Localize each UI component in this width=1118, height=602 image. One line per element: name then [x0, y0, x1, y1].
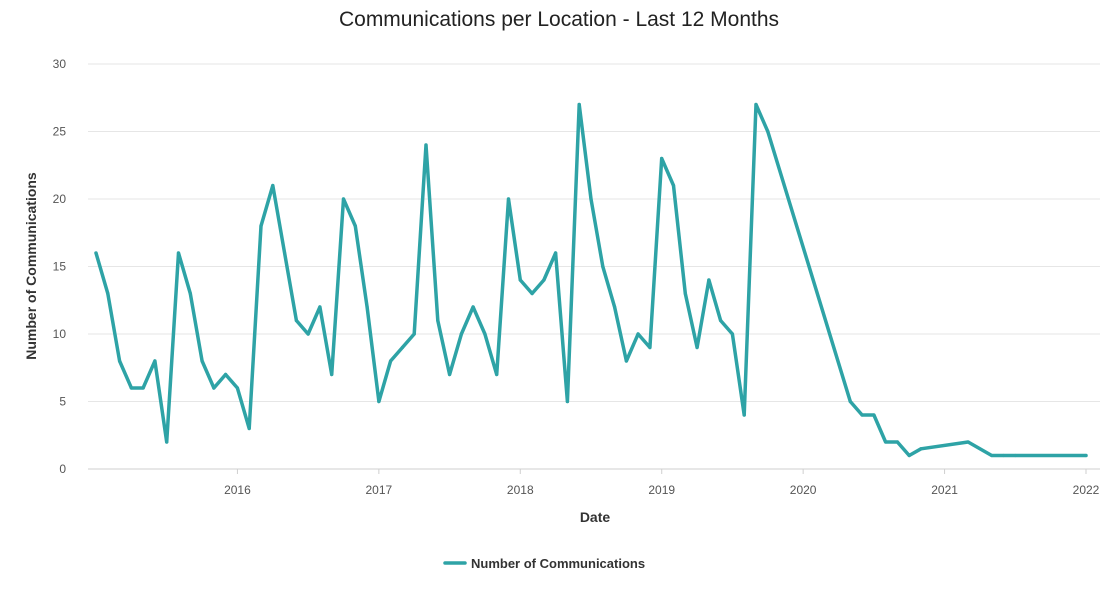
data-point [907, 453, 911, 458]
data-point [884, 440, 888, 444]
data-point [990, 453, 994, 458]
y-tick-label: 30 [53, 57, 67, 71]
y-tick-label: 15 [53, 260, 67, 274]
y-tick-label: 20 [53, 192, 67, 206]
x-tick-label: 2019 [648, 483, 675, 497]
data-point [412, 332, 416, 336]
data-point [589, 197, 593, 201]
data-point [389, 359, 393, 363]
series-line [94, 102, 1088, 458]
data-point [471, 305, 475, 309]
data-point [1001, 453, 1006, 458]
data-point [919, 447, 923, 451]
x-tick-label: 2022 [1073, 483, 1100, 497]
data-point [612, 305, 617, 309]
data-point [365, 305, 369, 309]
x-tick-label: 2017 [366, 483, 393, 497]
data-point [554, 251, 558, 255]
data-point [459, 332, 463, 336]
data-point [636, 332, 640, 336]
data-point [353, 224, 357, 228]
data-point [966, 440, 970, 444]
data-point [483, 332, 487, 336]
data-point [341, 197, 346, 201]
x-tick-label: 2016 [224, 483, 251, 497]
data-point [235, 386, 240, 390]
data-point [895, 440, 900, 444]
data-point [141, 386, 145, 390]
y-tick-label: 5 [59, 395, 66, 409]
data-point [271, 183, 275, 188]
data-point [165, 440, 169, 444]
data-point [377, 399, 381, 404]
data-point [648, 345, 652, 350]
data-point [129, 386, 133, 390]
data-point [695, 345, 699, 350]
data-point [176, 251, 181, 255]
data-point [1013, 453, 1017, 458]
data-point [719, 318, 723, 323]
data-point [530, 291, 534, 296]
data-point [660, 156, 664, 161]
data-point [506, 197, 511, 201]
data-point [282, 251, 287, 255]
data-point [601, 264, 605, 269]
y-tick-label: 10 [53, 327, 67, 341]
data-point [153, 359, 157, 363]
data-point [495, 372, 499, 377]
data-point [860, 413, 864, 417]
data-point [742, 413, 746, 417]
data-point [436, 318, 440, 323]
data-point [424, 143, 428, 147]
data-point [518, 278, 522, 282]
data-point [754, 102, 758, 107]
data-point [766, 129, 770, 134]
data-point [306, 332, 310, 336]
data-point [106, 291, 110, 296]
y-tick-label: 0 [59, 462, 66, 476]
data-point [872, 413, 876, 417]
data-point [330, 372, 334, 377]
y-axis-label: Number of Communications [23, 172, 39, 360]
data-point [259, 224, 263, 228]
data-point [447, 372, 452, 377]
data-point [294, 318, 298, 323]
data-point [565, 399, 570, 404]
legend-label: Number of Communications [471, 556, 645, 571]
data-point [542, 278, 546, 282]
x-tick-label: 2021 [931, 483, 958, 497]
data-point [848, 399, 852, 404]
data-point [224, 372, 228, 377]
chart-title: Communications per Location - Last 12 Mo… [338, 8, 780, 31]
data-point [247, 426, 251, 431]
data-point [671, 183, 676, 188]
y-tick-label: 25 [53, 125, 67, 139]
data-point [212, 386, 216, 390]
x-tick-label: 2018 [507, 483, 534, 497]
x-axis-label: Date [580, 509, 611, 525]
data-point [94, 251, 98, 255]
data-point [683, 291, 687, 296]
data-point [730, 332, 735, 336]
x-tick-label: 2020 [790, 483, 817, 497]
data-point [117, 359, 122, 363]
data-point [188, 291, 192, 296]
data-point [707, 278, 711, 282]
data-point [200, 359, 204, 363]
data-point [400, 345, 405, 350]
data-point [318, 305, 322, 309]
data-point [1084, 453, 1088, 458]
data-point [624, 359, 628, 363]
data-point [577, 102, 581, 107]
